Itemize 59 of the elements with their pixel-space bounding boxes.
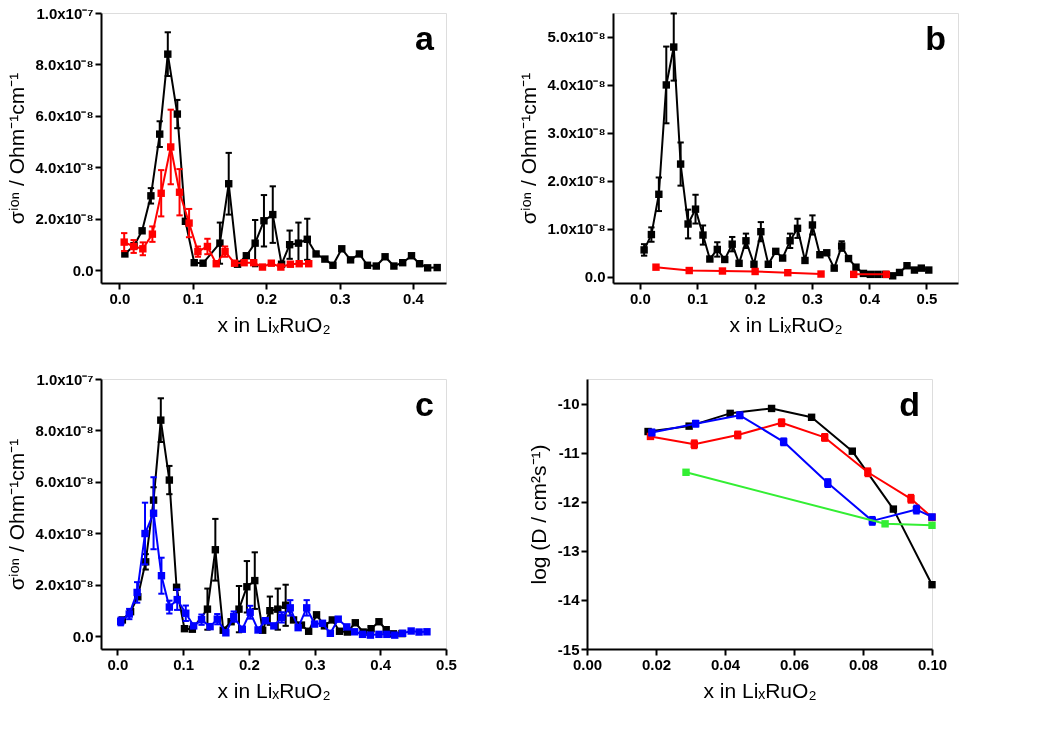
- x-tick-label: 0.2: [256, 289, 278, 307]
- x-tick-label: 0.0: [109, 289, 131, 307]
- y-tick-label: 8.0x10⁻⁸: [35, 55, 94, 73]
- y-tick-label: 2.0x10⁻⁸: [35, 576, 94, 594]
- x-axis-title: x in LiₓRuO₂: [217, 678, 331, 702]
- x-tick-label: 0.08: [848, 655, 879, 673]
- y-tick-label: 0.0: [72, 627, 94, 645]
- y-tick-label: -13: [557, 542, 580, 560]
- x-axis-title: x in LiₓRuO₂: [729, 312, 843, 336]
- x-tick-label: 0.0: [107, 655, 129, 673]
- x-tick-label: 0.5: [436, 655, 457, 673]
- y-tick-label: 6.0x10⁻⁸: [35, 473, 94, 491]
- y-tick-label: 2.0x10⁻⁸: [35, 210, 94, 228]
- y-tick-label: -15: [557, 640, 580, 658]
- y-tick-label: 8.0x10⁻⁸: [35, 421, 94, 439]
- x-tick-label: 0.4: [370, 655, 392, 673]
- y-tick-label: 1.0x10⁻⁸: [547, 220, 606, 238]
- annotation: c: [415, 385, 434, 423]
- y-tick-label: 0.0: [584, 268, 606, 286]
- y-tick-label: 6.0x10⁻⁸: [35, 107, 94, 125]
- y-tick-label: 4.0x10⁻⁸: [547, 76, 606, 94]
- x-tick-label: 0.3: [304, 655, 326, 673]
- y-tick-label: 2.0x10⁻⁸: [547, 172, 606, 190]
- x-axis-title: x in LiₓRuO₂: [703, 678, 817, 702]
- x-tick-label: 0.4: [403, 289, 425, 307]
- y-tick-label: 5.0x10⁻⁸: [547, 28, 606, 46]
- y-tick-label: -14: [557, 591, 581, 609]
- x-tick-label: 0.0: [630, 289, 651, 307]
- y-axis-title: log (D / cm²s⁻¹): [526, 444, 550, 585]
- y-axis-title: σⁱᵒⁿ / Ohm⁻¹cm⁻¹: [4, 72, 28, 225]
- y-tick-label: 1.0x10⁻⁷: [36, 370, 94, 388]
- x-tick-label: 0.2: [744, 289, 766, 307]
- y-tick-label: 3.0x10⁻⁸: [547, 124, 606, 142]
- x-tick-label: 0.3: [801, 289, 823, 307]
- x-tick-label: 0.04: [710, 655, 741, 673]
- y-axis-title: σⁱᵒⁿ / Ohm⁻¹cm⁻¹: [516, 72, 540, 225]
- y-tick-label: 1.0x10⁻⁷: [36, 4, 94, 22]
- y-axis-title: σⁱᵒⁿ / Ohm⁻¹cm⁻¹: [4, 438, 28, 591]
- annotation: b: [925, 19, 946, 57]
- x-tick-label: 0.06: [779, 655, 810, 673]
- y-tick-label: -12: [557, 493, 580, 511]
- x-axis-title: x in LiₓRuO₂: [217, 312, 331, 336]
- y-tick-label: -11: [558, 444, 580, 462]
- x-tick-label: 0.10: [917, 655, 948, 673]
- x-tick-label: 0.2: [238, 655, 260, 673]
- y-tick-label: 0.0: [72, 261, 94, 279]
- y-tick-label: 4.0x10⁻⁸: [35, 524, 94, 542]
- annotation: d: [899, 385, 920, 423]
- x-tick-label: 0.02: [641, 655, 672, 673]
- x-tick-label: 0.3: [329, 289, 351, 307]
- x-tick-label: 0.1: [173, 655, 195, 673]
- x-tick-label: 0.4: [859, 289, 881, 307]
- x-tick-label: 0.1: [182, 289, 204, 307]
- x-tick-label: 0.1: [687, 289, 709, 307]
- x-tick-label: 0.5: [916, 289, 938, 307]
- y-tick-label: 4.0x10⁻⁸: [35, 158, 94, 176]
- y-tick-label: -10: [557, 395, 580, 413]
- annotation: a: [415, 19, 436, 57]
- x-tick-label: 0.00: [572, 655, 603, 673]
